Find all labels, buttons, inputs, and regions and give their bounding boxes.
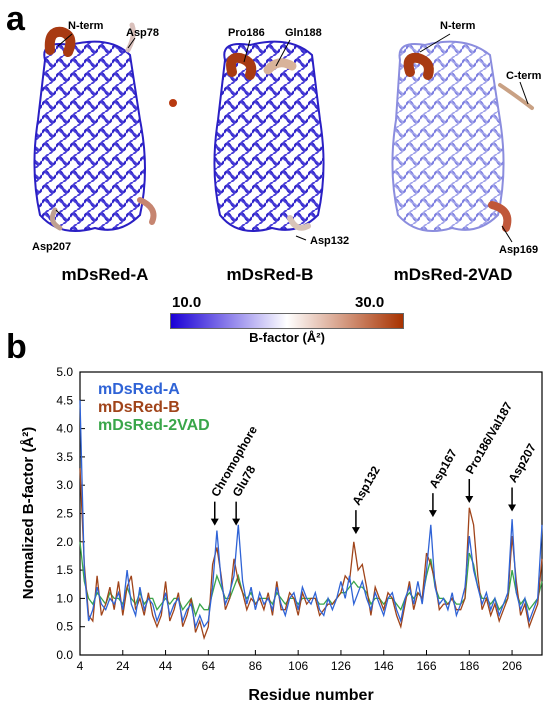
annotation-arrowhead xyxy=(508,504,517,512)
x-tick-label: 4 xyxy=(77,659,84,673)
label-asp207: Asp207 xyxy=(32,241,72,253)
structure-label-a: mDsRed-A xyxy=(61,265,149,284)
label-c-term: C-term xyxy=(506,70,542,82)
x-axis-label: Residue number xyxy=(248,687,373,704)
label-asp132: Asp132 xyxy=(310,235,350,247)
label-gln188: Gln188 xyxy=(285,27,322,39)
x-tick-label: 44 xyxy=(159,659,173,673)
y-axis-label: Normalized B-factor (Å²) xyxy=(20,427,37,600)
annotation-arrowhead xyxy=(232,518,241,526)
colorbar-title: B-factor (Å²) xyxy=(249,330,325,345)
y-tick-label: 5.0 xyxy=(56,365,73,379)
label-n-term-a: N-term xyxy=(68,20,104,32)
label-asp169: Asp169 xyxy=(499,244,539,256)
y-tick-label: 4.0 xyxy=(56,422,73,436)
annotation-arrowhead xyxy=(210,518,219,526)
label-asp78: Asp78 xyxy=(126,27,160,39)
structure-mdsred-a xyxy=(33,22,177,232)
structure-mdsred-2vad xyxy=(391,40,534,232)
label-n-term-2vad: N-term xyxy=(440,20,476,32)
structure-label-b: mDsRed-B xyxy=(226,265,314,284)
x-tick-label: 146 xyxy=(374,659,394,673)
annotation-arrowhead xyxy=(351,527,360,535)
panel-a-letter: a xyxy=(6,0,25,38)
y-tick-label: 0.5 xyxy=(56,620,73,634)
y-tick-label: 2.0 xyxy=(56,535,73,549)
colorbar-max-label: 30.0 xyxy=(355,294,385,311)
y-tick-label: 1.0 xyxy=(56,591,73,605)
x-tick-label: 206 xyxy=(502,659,522,673)
structure-mdsred-b xyxy=(213,40,325,232)
y-tick-label: 4.5 xyxy=(56,393,73,407)
x-axis: 4 24 44 64 86 106 126 146 166 186 206 xyxy=(77,650,522,673)
legend-entry: mDsRed-2VAD xyxy=(98,417,210,434)
legend-entry: mDsRed-A xyxy=(98,381,180,398)
x-tick-label: 126 xyxy=(331,659,351,673)
label-pro186: Pro186 xyxy=(228,27,265,39)
colorbar-min-label: 10.0 xyxy=(172,294,202,311)
y-tick-label: 3.0 xyxy=(56,478,73,492)
panel-b-letter: b xyxy=(6,328,27,366)
n-term-tube-a xyxy=(44,26,76,57)
annotation-label: Asp167 xyxy=(426,446,460,490)
legend-entry: mDsRed-B xyxy=(98,399,180,416)
y-tick-label: 0.0 xyxy=(56,648,73,662)
protein-structures xyxy=(33,22,534,243)
series-line-mdsred-b xyxy=(79,468,543,641)
b-factor-chart: 0.0 0.5 1.0 1.5 2.0 2.5 3.0 3.5 4.0 4.5 5.0 4 24 44 6… xyxy=(20,365,543,704)
series-line-mdsred-a xyxy=(79,400,543,630)
y-tick-label: 1.5 xyxy=(56,563,73,577)
y-tick-label: 2.5 xyxy=(56,507,73,521)
x-tick-label: 166 xyxy=(416,659,436,673)
annotation-label: Asp132 xyxy=(349,463,383,507)
x-tick-label: 186 xyxy=(459,659,479,673)
y-tick-label: 3.5 xyxy=(56,450,73,464)
callout-lines xyxy=(55,33,529,243)
x-tick-label: 86 xyxy=(249,659,263,673)
x-tick-label: 106 xyxy=(288,659,308,673)
structure-label-2vad: mDsRed-2VAD xyxy=(393,265,513,284)
annotation-arrowhead xyxy=(428,510,437,518)
x-tick-label: 64 xyxy=(202,659,216,673)
x-tick-label: 24 xyxy=(116,659,130,673)
colorbar-gradient xyxy=(170,313,404,329)
y-axis: 0.0 0.5 1.0 1.5 2.0 2.5 3.0 3.5 4.0 4.5 5.0 xyxy=(56,365,85,662)
annotation-label: Pro186/Val187 xyxy=(463,399,516,476)
annotation-label: Asp207 xyxy=(506,441,540,485)
annotation-arrowhead xyxy=(465,496,474,504)
series-lines xyxy=(79,400,543,641)
